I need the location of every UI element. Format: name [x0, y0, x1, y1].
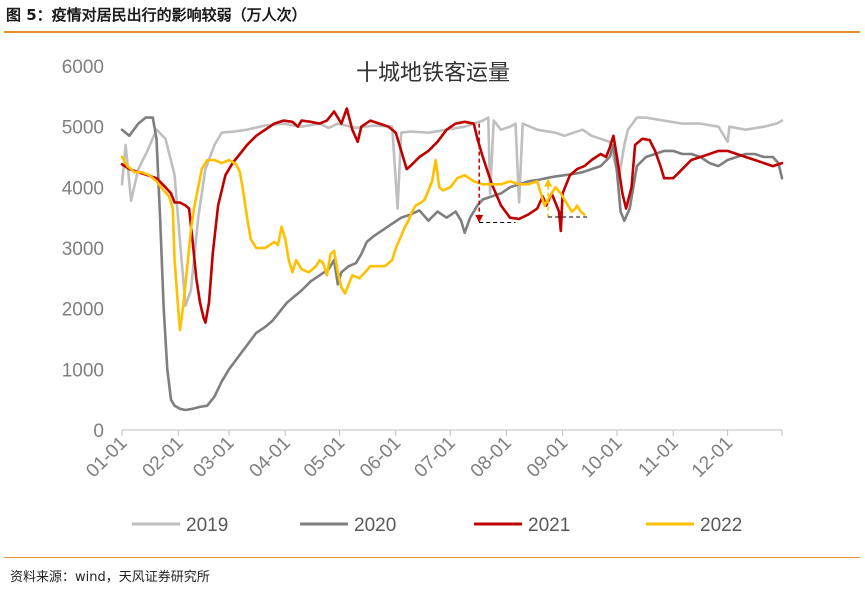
- axes: 0 1000 2000 3000 4000 5000 6000 01-01 02-01 03-01…: [62, 57, 783, 482]
- series-line-2019: [120, 116, 784, 307]
- x-tick-label: 11-01: [635, 433, 683, 481]
- y-tick-label: 6000: [62, 57, 104, 78]
- x-tick-label: 01-01: [82, 433, 131, 482]
- legend-label-2019: 2019: [186, 515, 228, 536]
- y-tick-label: 3000: [62, 239, 104, 260]
- x-tick-label: 08-01: [467, 433, 516, 482]
- y-tick-label: 2000: [62, 300, 104, 321]
- legend: 2019 2020 2021 2022: [132, 515, 742, 536]
- y-tick-label: 0: [93, 421, 104, 442]
- x-tick-label: 02-01: [139, 433, 188, 482]
- top-rule: [4, 31, 860, 33]
- x-tick-label: 10-01: [577, 433, 626, 482]
- x-tick-label: 12-01: [688, 433, 737, 482]
- x-tick-label: 03-01: [189, 433, 238, 482]
- y-tick-label: 5000: [62, 118, 104, 139]
- x-tick-label: 05-01: [300, 433, 349, 482]
- y-tick-label: 1000: [62, 360, 104, 381]
- figure-title: 图 5：疫情对居民出行的影响较弱（万人次）: [6, 6, 307, 24]
- chart: 十城地铁客运量 0 1000 2000 3000 4000 5000 6000 01-01 02…: [62, 57, 784, 536]
- annotation-layer: [475, 123, 588, 224]
- bottom-rule: [4, 557, 860, 558]
- source-note: 资料来源：wind，天风证券研究所: [10, 570, 210, 585]
- x-tick-label: 07-01: [411, 433, 460, 482]
- x-tick-label: 04-01: [246, 433, 295, 482]
- x-tick-label: 09-01: [523, 433, 572, 482]
- legend-label-2021: 2021: [528, 515, 570, 536]
- series-line-2021: [120, 107, 784, 324]
- x-tick-label: 06-01: [356, 433, 405, 482]
- legend-label-2022: 2022: [700, 515, 742, 536]
- series-layer: [120, 107, 784, 412]
- y-tick-label: 4000: [62, 178, 104, 199]
- legend-label-2020: 2020: [354, 515, 396, 536]
- series-line-2022: [120, 155, 586, 332]
- chart-title: 十城地铁客运量: [356, 61, 510, 86]
